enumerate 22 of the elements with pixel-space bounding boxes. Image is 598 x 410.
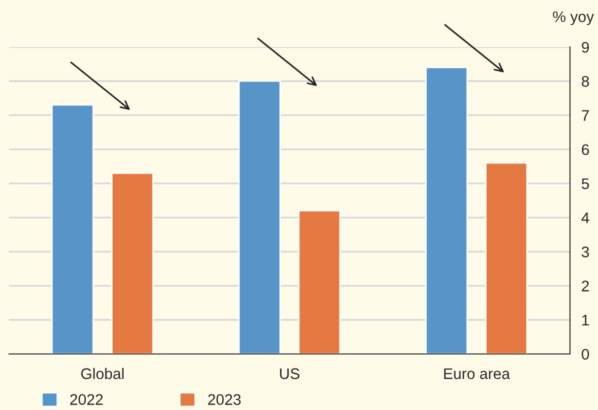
x-tick-label: Euro area: [444, 368, 510, 380]
legend-label: 2022: [70, 394, 103, 405]
y-tick-label: 2: [582, 280, 589, 292]
y-tick-label: 0: [582, 348, 590, 360]
x-tick-label: US: [280, 368, 300, 380]
y-tick-label: 7: [582, 110, 589, 121]
bar: [51, 104, 94, 354]
y-tick-label: 3: [582, 246, 589, 258]
legend-label: 2023: [208, 394, 241, 405]
bar: [238, 80, 281, 354]
x-tick-label: Global: [81, 368, 124, 380]
y-tick-label: 8: [582, 76, 589, 87]
y-tick-label: 5: [582, 178, 589, 190]
y-tick-label: 4: [581, 212, 590, 224]
bar: [425, 66, 468, 354]
bar: [298, 210, 341, 354]
y-tick-label: 1: [582, 314, 589, 326]
y-tick-label: 6: [582, 144, 589, 156]
y-axis-title: % yoy: [552, 11, 594, 26]
bar: [111, 172, 154, 354]
y-tick-label: 9: [582, 42, 589, 53]
bar: [485, 162, 528, 354]
